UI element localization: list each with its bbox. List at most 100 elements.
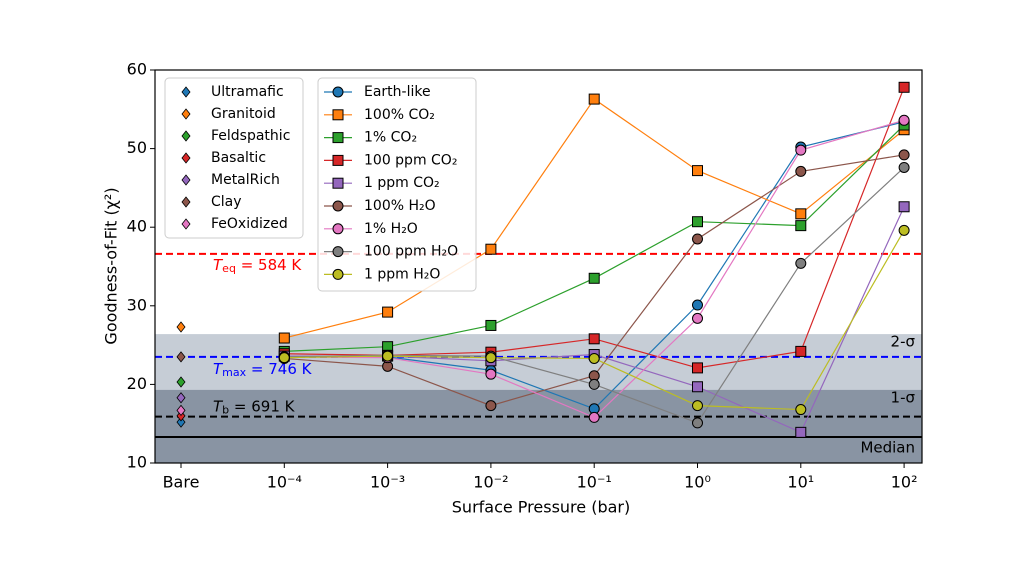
y-tick-label: 60 — [127, 60, 147, 79]
legend-label: Ultramafic — [211, 84, 284, 100]
legend-marker — [181, 174, 191, 186]
legend-marker — [181, 152, 191, 164]
x-tick-label: 10⁻² — [473, 473, 508, 492]
legend-marker — [332, 86, 344, 98]
x-tick-label: 10¹ — [787, 473, 814, 492]
x-tick-label: 10⁻³ — [370, 473, 405, 492]
data-point — [485, 352, 497, 364]
legend-label: 1% CO₂ — [364, 130, 417, 146]
y-tick-label: 20 — [127, 374, 147, 393]
legend-label: 1 ppm CO₂ — [364, 175, 440, 191]
reference-subscript: max — [222, 366, 246, 379]
data-point — [795, 257, 807, 269]
y-tick-label: 10 — [127, 453, 147, 472]
reference-label: Tb = 691 K — [213, 397, 296, 417]
x-tick-label: 10⁻¹ — [577, 473, 612, 492]
data-point — [898, 224, 910, 236]
legend-label: 1% H₂O — [364, 221, 418, 237]
data-point — [795, 404, 807, 416]
data-point — [382, 306, 394, 318]
data-point — [898, 81, 910, 93]
data-point — [795, 220, 807, 232]
data-point — [485, 319, 497, 331]
legend-box — [317, 77, 477, 292]
data-point — [795, 144, 807, 156]
data-point — [692, 299, 703, 311]
reference-text: = 746 K — [246, 359, 313, 377]
reference-label: Teq = 584 K — [213, 255, 302, 275]
legend-label: 100% CO₂ — [364, 107, 435, 123]
legend-label: Granitoid — [211, 106, 276, 122]
data-point — [692, 381, 703, 393]
reference-label: Median — [860, 439, 915, 457]
y-tick-label: 30 — [127, 295, 147, 314]
data-point — [692, 400, 703, 412]
x-tick-label: 10⁰ — [684, 473, 711, 492]
x-tick-label: 10² — [891, 473, 918, 492]
data-point — [795, 345, 807, 357]
legend-marker — [181, 196, 191, 208]
data-point — [692, 165, 703, 177]
reference-text: = 691 K — [229, 397, 296, 415]
band-label: 1-σ — [891, 388, 916, 406]
reference-label: Tmax = 746 K — [213, 359, 313, 379]
legend-box — [164, 77, 304, 239]
data-point — [692, 216, 703, 228]
legend-label: Feldspathic — [211, 128, 290, 144]
reference-subscript: b — [222, 404, 229, 417]
data-point — [485, 243, 497, 255]
bare-point — [176, 321, 186, 333]
data-point — [692, 312, 703, 324]
band-label: 2-σ — [891, 333, 916, 351]
legend-label: Earth-like — [364, 84, 431, 100]
legend-label: FeOxidized — [211, 216, 288, 232]
data-point — [898, 149, 910, 161]
data-point — [898, 201, 910, 213]
legend-marker — [181, 218, 191, 230]
x-tick-label: 10⁻⁴ — [267, 473, 302, 492]
data-point — [485, 368, 497, 380]
data-point — [795, 208, 807, 220]
bare-point — [176, 351, 186, 363]
bare-point — [176, 376, 186, 388]
legend-marker — [332, 200, 344, 212]
data-point — [588, 352, 600, 364]
legend-marker — [332, 177, 344, 189]
x-tick-label: Bare — [163, 473, 200, 492]
legend-label: Basaltic — [211, 150, 266, 166]
reference-symbol: T — [213, 397, 224, 415]
legend-label: Clay — [211, 194, 242, 210]
legend-label: 1 ppm H₂O — [364, 266, 440, 282]
legend-label: 100 ppm H₂O — [364, 244, 458, 260]
data-point — [588, 333, 600, 345]
legend-marker — [332, 223, 344, 235]
sigma-band — [155, 389, 922, 463]
bare-point — [176, 392, 186, 404]
y-tick-label: 40 — [127, 217, 147, 236]
data-point — [588, 411, 600, 423]
legend-label: 100% H₂O — [364, 198, 436, 214]
legend-marker — [332, 109, 344, 121]
reference-symbol: T — [213, 359, 224, 377]
legend-marker — [181, 86, 191, 98]
legend-marker — [332, 154, 344, 166]
legend-marker — [181, 130, 191, 142]
data-point — [692, 362, 703, 374]
data-point — [278, 352, 290, 364]
y-axis-label: Goodness-of-Fit (χ²) — [102, 187, 121, 344]
data-point — [898, 161, 910, 173]
plot-frame — [154, 69, 923, 464]
legend-marker — [332, 132, 344, 144]
data-point — [485, 400, 497, 412]
y-tick-label: 50 — [127, 138, 147, 157]
bare-point — [176, 404, 186, 416]
legend-marker — [332, 246, 344, 258]
data-point — [795, 426, 807, 438]
data-point — [588, 378, 600, 390]
data-point — [588, 272, 600, 284]
data-point — [278, 332, 290, 344]
legend-marker — [332, 268, 344, 280]
legend-marker — [181, 108, 191, 120]
data-point — [692, 417, 703, 429]
